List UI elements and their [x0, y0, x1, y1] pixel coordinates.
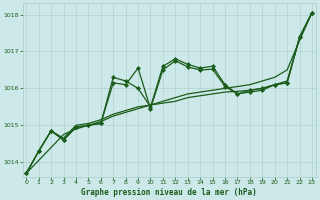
- X-axis label: Graphe pression niveau de la mer (hPa): Graphe pression niveau de la mer (hPa): [81, 188, 257, 197]
